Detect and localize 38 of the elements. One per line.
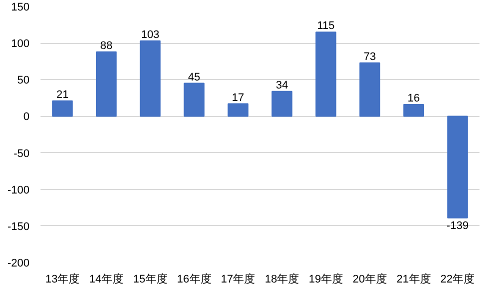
x-tick-label: 15年度 (133, 272, 168, 286)
x-tick-label: 16年度 (177, 272, 212, 286)
data-label: 115 (317, 20, 335, 32)
x-tick-label: 20年度 (352, 272, 387, 286)
bar (359, 62, 380, 117)
data-label: 17 (232, 92, 244, 104)
bar (228, 103, 248, 117)
bar (140, 40, 161, 117)
y-tick-label: 0 (23, 111, 30, 124)
bar (184, 82, 205, 117)
bar (315, 32, 336, 117)
x-tick-label: 14年度 (89, 272, 124, 286)
bar (403, 104, 424, 117)
data-label: 21 (56, 88, 69, 101)
data-label: 88 (100, 40, 112, 52)
y-tick-label: -150 (7, 220, 30, 233)
x-tick-label: 18年度 (264, 272, 300, 286)
data-label: 103 (141, 28, 160, 41)
bar (447, 116, 468, 218)
x-tick-label: 13年度 (45, 272, 80, 286)
y-tick-label: 50 (17, 74, 30, 87)
x-tick-label: 19年度 (308, 272, 343, 286)
x-tick-label: 17年度 (220, 272, 256, 286)
y-tick-label: -100 (7, 184, 30, 196)
y-tick-label: 150 (11, 2, 30, 14)
data-label: 73 (364, 50, 376, 63)
y-tick-label: -50 (14, 148, 30, 160)
x-tick-label: 22年度 (440, 272, 475, 286)
bar (96, 51, 117, 117)
y-tick-label: 100 (11, 38, 30, 50)
bar (52, 100, 73, 117)
data-label: 34 (276, 79, 288, 92)
y-tick-label: -200 (7, 258, 30, 270)
data-label: 16 (408, 92, 420, 105)
x-tick-label: 21年度 (396, 272, 431, 286)
data-label: -139 (446, 220, 469, 232)
data-label: 45 (188, 71, 200, 84)
bar (272, 90, 292, 117)
